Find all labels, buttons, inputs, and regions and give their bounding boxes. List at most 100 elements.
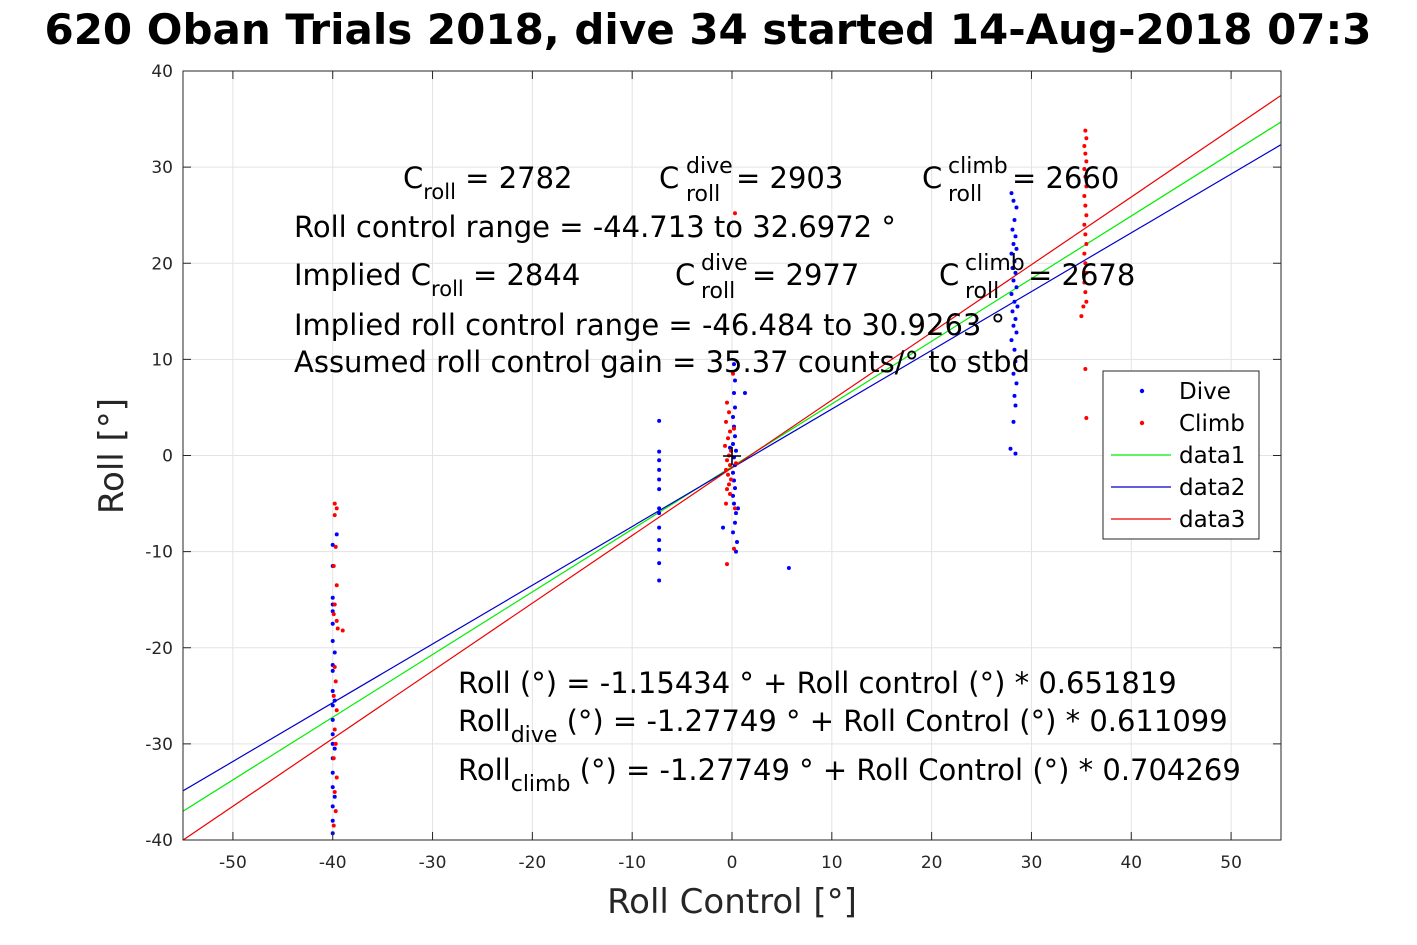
point-climb <box>1084 184 1089 189</box>
point-climb <box>332 664 337 669</box>
point-dive <box>657 458 662 463</box>
point-dive <box>1009 251 1014 256</box>
x-tick-label: 40 <box>1120 853 1142 873</box>
legend-data3-label: data3 <box>1179 507 1245 533</box>
point-dive <box>657 467 662 472</box>
point-dive <box>332 794 337 799</box>
point-dive <box>1013 234 1018 239</box>
point-dive <box>330 542 335 547</box>
fit-climb-text: Rollclimb (°) = -1.27749 ° + Roll Contro… <box>458 753 1241 797</box>
point-climb <box>1084 136 1089 141</box>
x-tick-label: 30 <box>1021 853 1043 873</box>
legend-data2-label: data2 <box>1179 475 1245 501</box>
point-dive <box>657 487 662 492</box>
annotation-top: Croll = 2782 C dive roll = 2903 C climb … <box>294 154 1135 379</box>
point-dive <box>1013 317 1018 322</box>
axis-ticks: -50 -40 -30 -20 -10 0 10 20 30 40 50 -40 -30 -20 -10 0 1… <box>145 62 1281 873</box>
point-climb <box>331 823 336 828</box>
point-dive <box>330 785 335 790</box>
point-dive <box>733 549 738 554</box>
fit-lines <box>183 94 1281 840</box>
point-dive <box>332 746 337 751</box>
point-dive <box>330 668 335 673</box>
point-climb <box>725 487 730 492</box>
point-climb <box>1082 143 1087 148</box>
point-climb <box>727 410 732 415</box>
point-climb <box>334 775 339 780</box>
point-dive <box>330 703 335 708</box>
x-tick-label: 0 <box>727 853 738 873</box>
legend-dive-label: Dive <box>1179 379 1231 405</box>
point-climb <box>1083 174 1088 179</box>
point-climb <box>728 491 733 496</box>
point-dive <box>1012 217 1017 222</box>
point-climb <box>1084 213 1089 218</box>
point-climb <box>334 708 339 713</box>
point-dive <box>1011 371 1016 376</box>
point-climb <box>332 789 337 794</box>
point-climb <box>1082 222 1087 227</box>
x-tick-label: -10 <box>618 853 646 873</box>
point-dive <box>721 525 726 530</box>
x-tick-label: 50 <box>1220 853 1242 873</box>
implied-c-climb-text: C <box>939 258 959 292</box>
point-climb <box>732 211 737 216</box>
point-climb <box>1083 261 1088 266</box>
point-climb <box>1083 290 1088 295</box>
y-tick-label: -10 <box>145 543 173 563</box>
x-tick-label: 20 <box>921 853 943 873</box>
point-climb <box>340 628 345 633</box>
range-text: Roll control range = -44.713 to 32.6972 … <box>294 210 896 244</box>
point-climb <box>724 419 729 424</box>
point-climb <box>725 562 730 567</box>
point-climb <box>723 443 728 448</box>
point-climb <box>1082 167 1087 172</box>
y-tick-label: -40 <box>145 831 173 851</box>
point-dive <box>1012 347 1017 352</box>
point-dive <box>730 530 735 535</box>
point-climb <box>731 546 736 551</box>
x-axis-label: Roll Control [°] <box>607 882 857 922</box>
point-dive <box>334 532 339 537</box>
point-climb <box>726 472 731 477</box>
point-dive <box>730 470 735 475</box>
point-dive <box>657 418 662 423</box>
point-climb <box>1084 416 1089 421</box>
point-dive <box>1011 242 1016 247</box>
point-dive <box>332 650 337 655</box>
point-dive <box>1013 403 1018 408</box>
point-dive <box>657 525 662 530</box>
point-dive <box>1012 259 1017 264</box>
point-dive <box>1014 381 1019 386</box>
point-dive <box>330 595 335 600</box>
point-climb <box>731 426 736 431</box>
point-climb <box>1083 151 1088 156</box>
point-dive <box>1011 198 1016 203</box>
y-tick-label: 10 <box>151 350 173 370</box>
point-dive <box>1010 266 1015 271</box>
point-dive <box>730 441 735 446</box>
point-dive <box>1009 338 1014 343</box>
y-tick-label: 40 <box>151 62 173 82</box>
y-tick-label: -20 <box>145 639 173 659</box>
point-climb <box>724 501 729 506</box>
point-climb <box>333 544 338 549</box>
point-dive <box>1010 227 1015 232</box>
x-tick-label: -30 <box>419 853 447 873</box>
legend-dive-marker <box>1139 388 1145 394</box>
point-climb <box>1083 203 1088 208</box>
implied-c-climb-sub: roll <box>965 279 999 304</box>
c-dive-sub: roll <box>686 182 720 207</box>
point-dive <box>657 506 662 511</box>
point-dive <box>332 698 337 703</box>
fit-all-text: Roll (°) = -1.15434 ° + Roll control (°)… <box>458 666 1177 700</box>
c-climb-sub: roll <box>948 182 982 207</box>
implied-c-climb-value: = 2678 <box>1028 258 1135 292</box>
chart-title: 620 Oban Trials 2018, dive 34 started 14… <box>44 5 1372 54</box>
point-dive <box>734 540 739 545</box>
y-tick-label: 0 <box>162 447 173 467</box>
x-tick-label: -20 <box>518 853 546 873</box>
point-climb <box>331 564 336 569</box>
point-climb <box>730 371 735 376</box>
point-dive <box>330 818 335 823</box>
